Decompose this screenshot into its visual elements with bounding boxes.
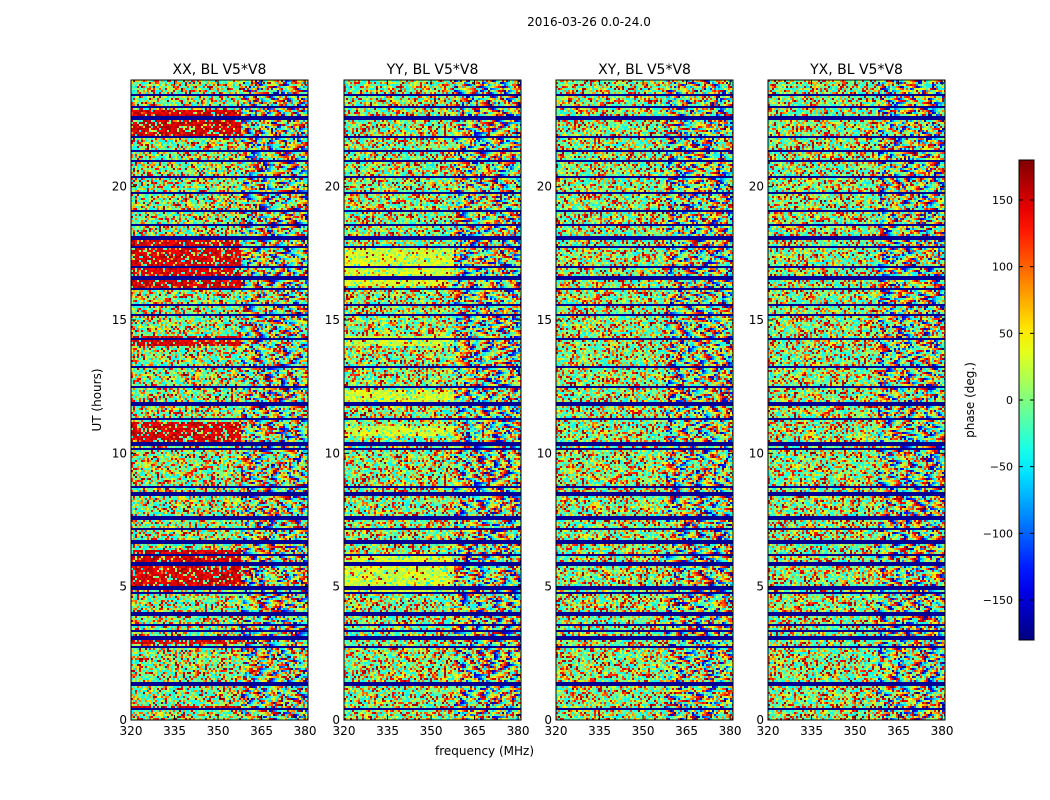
colorbar: 150 100 50 0 −50 −100 −150 phase (deg.) [963,159,1035,641]
colorbar-label: phase (deg.) [963,362,977,438]
colorbar-tick-label: −100 [983,527,1013,540]
x-tick-label: 380 [507,724,530,738]
x-tick-label: 320 [120,724,143,738]
colorbar-tick-label: −150 [983,594,1013,607]
x-tick-label: 350 [207,724,230,738]
y-tick-label: 0 [119,713,127,727]
panel-title: YX, BL V5*V8 [809,62,903,78]
y-tick-label: 0 [756,713,764,727]
y-tick-label: 5 [119,580,127,594]
panel-title: YY, BL V5*V8 [386,62,479,78]
y-tick-label: 0 [544,713,552,727]
x-tick-label: 350 [420,724,443,738]
y-tick-label: 10 [749,446,764,460]
x-tick-label: 350 [844,724,867,738]
y-tick-label: 0 [332,713,340,727]
colorbar-tick-label: −50 [990,461,1013,474]
panel-2: YY, BL V5*V8 320 335 350 365 380 0 5 10 15 20 frequ… [325,62,534,758]
y-tick-label: 20 [325,180,340,194]
y-tick-label: 15 [749,313,764,327]
y-tick-label: 10 [112,446,127,460]
panel-frame [130,79,309,721]
y-tick-label: 5 [332,580,340,594]
x-tick-label: 320 [545,724,568,738]
x-axis-label: frequency (MHz) [435,744,534,758]
heatmap-1 [131,80,308,720]
x-tick-label: 350 [632,724,655,738]
panel-4: YX, BL V5*V8 320 335 350 365 380 0 5 10 15 20 [749,62,954,738]
panel-frame [343,79,522,721]
y-axis-label: UT (hours) [90,368,104,431]
heatmap-3 [556,80,733,720]
x-tick-label: 335 [588,724,611,738]
y-tick-label: 15 [325,313,340,327]
heatmap-4 [768,80,945,720]
figure-suptitle: 2016-03-26 0.0-24.0 [527,15,651,29]
x-tick-label: 320 [333,724,356,738]
y-tick-label: 20 [537,180,552,194]
x-tick-label: 335 [376,724,399,738]
colorbar-tick-label: 50 [999,327,1013,340]
panel-title: XY, BL V5*V8 [598,62,691,78]
colorbar-tick-label: 0 [1006,394,1013,407]
y-tick-label: 10 [537,446,552,460]
heatmap-2 [344,80,521,720]
y-tick-label: 15 [537,313,552,327]
panel-title: XX, BL V5*V8 [173,62,267,78]
x-tick-label: 320 [757,724,780,738]
x-tick-label: 365 [675,724,698,738]
y-tick-label: 20 [749,180,764,194]
x-tick-label: 380 [931,724,954,738]
x-tick-label: 365 [463,724,486,738]
x-tick-label: 335 [800,724,823,738]
y-tick-label: 20 [112,180,127,194]
colorbar-tick-label: 150 [992,194,1013,207]
panel-3: XY, BL V5*V8 320 335 350 365 380 0 5 10 15 20 [537,62,742,738]
x-tick-label: 365 [887,724,910,738]
panels: XX, BL V5*V8 320 335 350 365 380 0 5 10 15 20 UT (h… [90,62,954,758]
x-tick-label: 365 [250,724,273,738]
x-tick-label: 380 [719,724,742,738]
x-tick-label: 380 [294,724,317,738]
panel-frame [555,79,734,721]
panel-1: XX, BL V5*V8 320 335 350 365 380 0 5 10 15 20 UT (h… [90,62,317,738]
panel-frame [767,79,946,721]
x-tick-label: 335 [163,724,186,738]
colorbar-tick-label: 100 [992,261,1013,274]
y-tick-label: 10 [325,446,340,460]
y-tick-label: 15 [112,313,127,327]
y-tick-label: 5 [756,580,764,594]
y-tick-label: 5 [544,580,552,594]
